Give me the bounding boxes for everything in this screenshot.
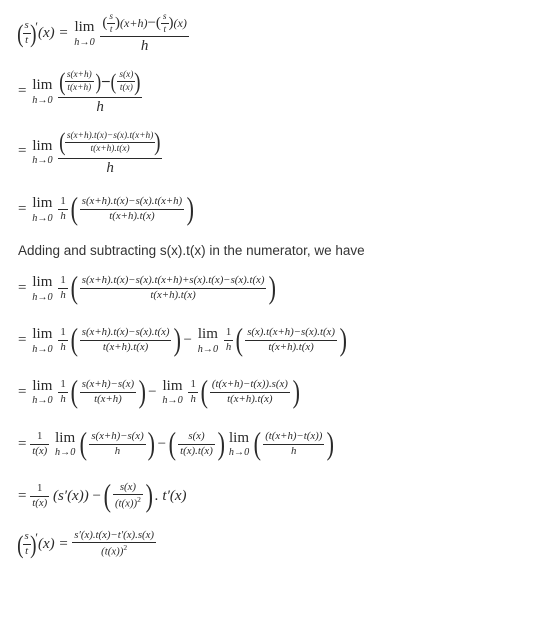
equation-line-7: = limh→0 1h ( s(x+h)−s(x)t(x+h) ) − limh… <box>18 372 521 413</box>
one-over-h: 1h <box>58 327 67 354</box>
minus: − <box>183 332 195 348</box>
paren-open: ( <box>103 476 110 517</box>
one-over-h: 1h <box>58 379 67 406</box>
lhs-arg: (x) = <box>38 536 72 552</box>
eq: = <box>18 384 30 400</box>
one-over-h: 1h <box>58 196 67 223</box>
paren-close: ) <box>148 424 155 465</box>
paren-open: ( <box>70 320 77 361</box>
main-frac: (s(x+h).t(x)−s(x).t(x+h)t(x+h).t(x)) h <box>58 128 161 176</box>
equation-line-3: = limh→0 (s(x+h).t(x)−s(x).t(x+h)t(x+h).… <box>18 128 521 176</box>
one-over-h-2: 1h <box>188 379 197 406</box>
limit: limh→0 <box>32 325 52 356</box>
eq: = <box>18 280 30 296</box>
one-over-tx: 1t(x) <box>30 431 49 458</box>
eq: = <box>18 436 30 452</box>
paren-close: ) <box>145 476 152 517</box>
one-over-tx: 1t(x) <box>30 483 49 510</box>
frac-1: s(x+h).t(x)−s(x).t(x)t(x+h).t(x) <box>80 327 172 354</box>
paren-close: ) <box>30 528 36 561</box>
paren-close-2: ) <box>339 320 346 361</box>
limit: limh→0 <box>32 273 52 304</box>
lhs-arg: (x) = <box>38 25 72 41</box>
limit: limh→0 <box>74 18 94 49</box>
eq: = <box>18 201 30 217</box>
paren-close: ) <box>174 320 181 361</box>
main-frac: (s(x+h)t(x+h))−(s(x)t(x)) h <box>58 68 141 116</box>
equation-line-2: = limh→0 (s(x+h)t(x+h))−(s(x)t(x)) h <box>18 68 521 116</box>
equation-line-8: = 1t(x) limh→0 ( s(x+h)−s(x)h ) − ( s(x)… <box>18 424 521 465</box>
inner-frac: s(x+h).t(x)−s(x).t(x+h)+s(x).t(x)−s(x).t… <box>80 275 267 302</box>
paren-open-2: ( <box>200 372 207 413</box>
paren-close-2: ) <box>292 372 299 413</box>
equation-line-9: = 1t(x) (s′(x)) − ( s(x)(t(x))2 ) . t′(x… <box>18 476 521 517</box>
equation-line-10: (st)′(x) = s′(x).t(x)−t′(x).s(x)(t(x))2 <box>18 528 521 561</box>
limit: limh→0 <box>55 429 75 460</box>
sx-over-tx2: s(x)(t(x))2 <box>113 482 143 511</box>
equation-line-6: = limh→0 1h ( s(x+h).t(x)−s(x).t(x)t(x+h… <box>18 320 521 361</box>
rhs-frac: (st)(x+h)−(st)(x) h <box>100 12 188 55</box>
paren-open: ( <box>70 268 77 309</box>
eq: = <box>18 83 30 99</box>
paren-open-2: ( <box>254 424 261 465</box>
frac-1: s(x+h)−s(x)t(x+h) <box>80 379 136 406</box>
frac-1: s(x+h)−s(x)h <box>89 431 145 458</box>
limit-2: limh→0 <box>198 325 218 356</box>
limit-2: limh→0 <box>229 429 249 460</box>
equation-line-1: (st)′(x) = limh→0 (st)(x+h)−(st)(x) h <box>18 12 521 55</box>
sx-over-txtx: s(x)t(x).t(x) <box>178 431 215 458</box>
limit: limh→0 <box>32 137 52 168</box>
t-prime-x: . t′(x) <box>155 488 187 504</box>
one-over-h: 1h <box>58 275 67 302</box>
frac-2: (t(x+h)−t(x)).s(x)t(x+h).t(x) <box>210 379 290 406</box>
paren-close: ) <box>138 372 145 413</box>
paren-open-a: ( <box>168 424 175 465</box>
paren-close: ) <box>30 17 36 50</box>
equation-line-5: = limh→0 1h ( s(x+h).t(x)−s(x).t(x+h)+s(… <box>18 268 521 309</box>
limit: limh→0 <box>32 377 52 408</box>
explanation-text: Adding and subtracting s(x).t(x) in the … <box>18 243 521 258</box>
limit-2: limh→0 <box>162 377 182 408</box>
paren-open: ( <box>70 372 77 413</box>
limit: limh→0 <box>32 194 52 225</box>
paren-close: ) <box>186 189 193 230</box>
limit: limh→0 <box>32 76 52 107</box>
frac-2: (t(x+h)−t(x))h <box>263 431 324 458</box>
one-over-h-2: 1h <box>224 327 233 354</box>
frac-2: s(x).t(x+h)−s(x).t(x)t(x+h).t(x) <box>245 327 337 354</box>
eq: = <box>18 488 30 504</box>
eq: = <box>18 332 30 348</box>
paren-open: ( <box>70 189 77 230</box>
inner-frac: s(x+h).t(x)−s(x).t(x+h)t(x+h).t(x) <box>80 196 184 223</box>
paren-close-2: ) <box>327 424 334 465</box>
paren-close: ) <box>269 268 276 309</box>
s-prime-x: (s′(x)) <box>53 488 89 504</box>
eq: = <box>18 144 30 160</box>
minus: − <box>148 384 160 400</box>
paren-close-a: ) <box>217 424 224 465</box>
equation-line-4: = limh→0 1h ( s(x+h).t(x)−s(x).t(x+h)t(x… <box>18 189 521 230</box>
result-frac: s′(x).t(x)−t′(x).s(x)(t(x))2 <box>72 530 156 559</box>
paren-open-2: ( <box>236 320 243 361</box>
paren-open: ( <box>80 424 87 465</box>
